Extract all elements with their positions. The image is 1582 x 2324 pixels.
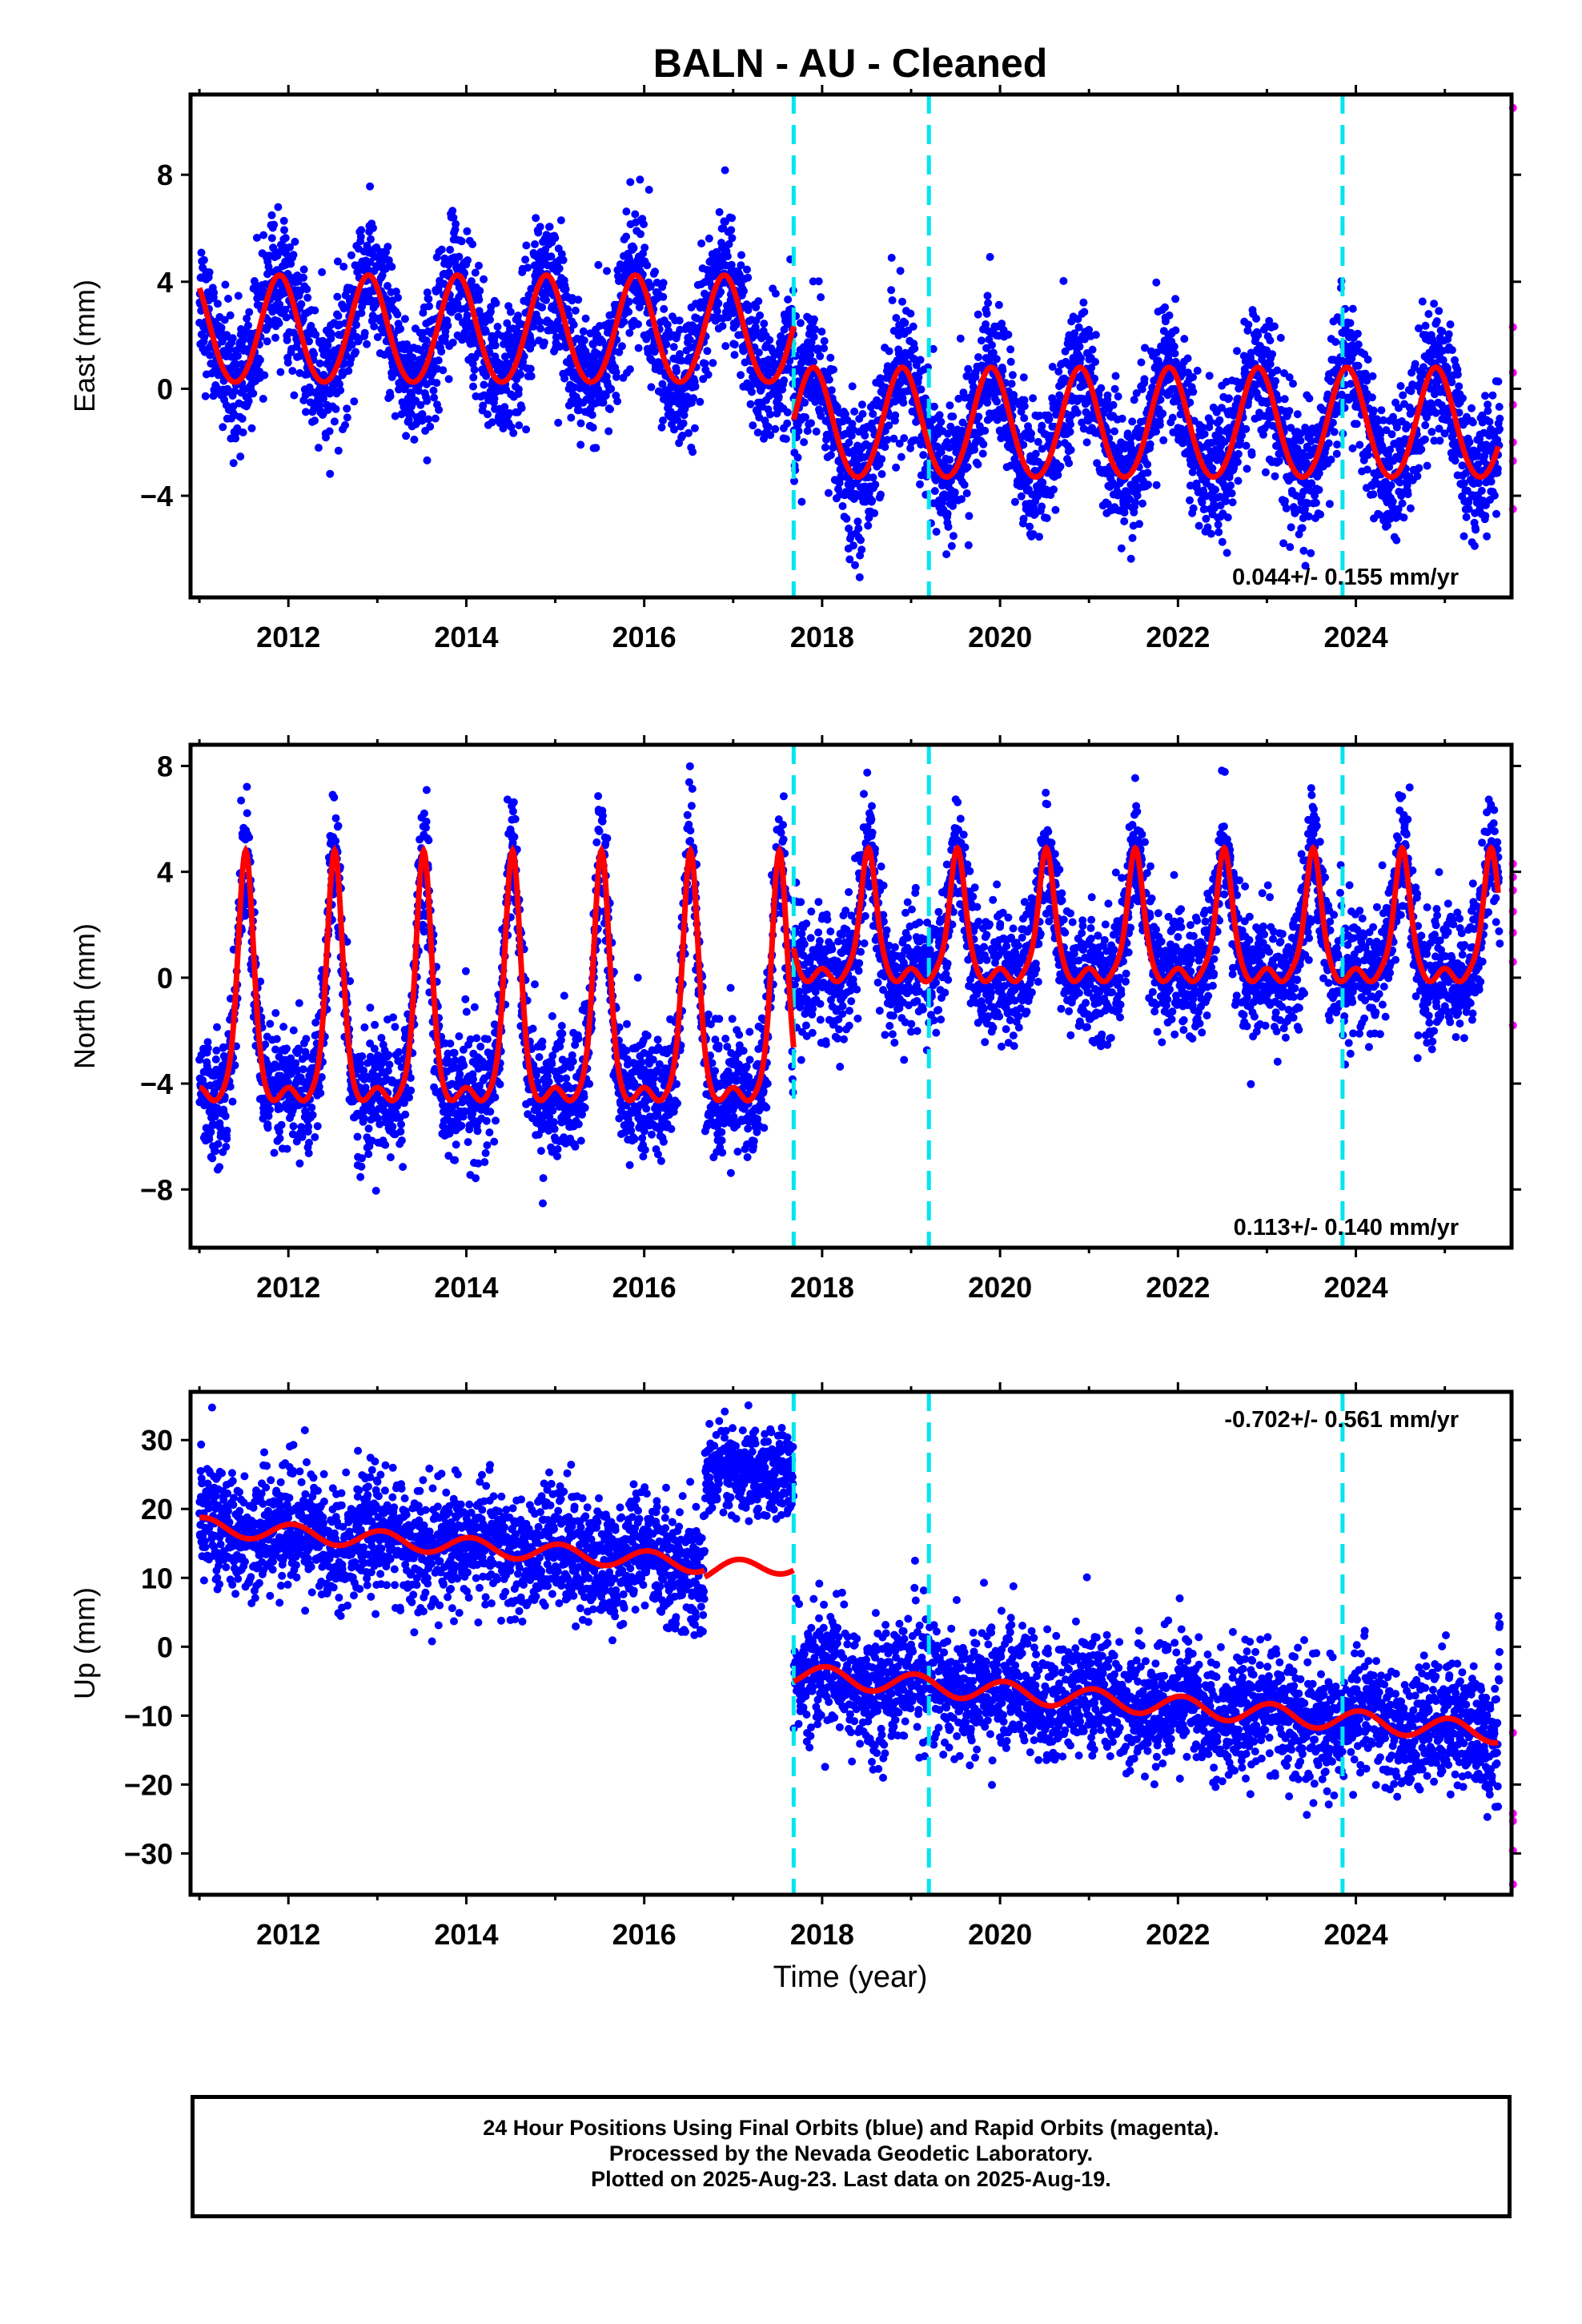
- x-tick-label: 2012: [256, 1918, 320, 1951]
- y-tick-label: 4: [157, 856, 173, 889]
- x-tick-label: 2014: [434, 1271, 498, 1304]
- figure-title: BALN - AU - Cleaned: [653, 41, 1048, 86]
- x-tick-label: 2024: [1324, 1918, 1388, 1951]
- final-orbit-point-cloud: [195, 762, 1504, 1208]
- final-orbit-points: [195, 166, 1504, 581]
- y-tick-label: −4: [140, 1068, 173, 1100]
- model-curve-segment-2: [790, 364, 1501, 480]
- rate-annotation: -0.702+/- 0.561 mm/yr: [1224, 1407, 1459, 1433]
- final-orbit-points: [195, 762, 1504, 1208]
- final-orbit-points: [195, 1401, 1504, 1821]
- x-tick-label: 2014: [434, 1918, 498, 1951]
- plot-frame: [188, 92, 1514, 600]
- x-tick-label: 2022: [1146, 1271, 1210, 1304]
- panel-3: 2012 2014 2016 2018 2020 2022 2024 −30 −20 −10 0 10…: [68, 1382, 1521, 1951]
- y-axis-label: East (mm): [68, 279, 101, 412]
- y-tick-label: −4: [140, 480, 173, 513]
- x-tick-label: 2016: [612, 1918, 677, 1951]
- x-tick-label: 2012: [256, 621, 320, 653]
- model-curve-segment-2: [790, 843, 1501, 985]
- x-tick-label: 2016: [612, 621, 677, 653]
- x-tick-label: 2020: [968, 621, 1032, 653]
- plot-frame: [188, 1389, 1514, 1897]
- panel-1: 2012 2014 2016 2018 2020 2022 2024 −4 0 4 8 East (m…: [68, 85, 1521, 653]
- x-tick-label: 2022: [1146, 1918, 1210, 1951]
- model-curve-segment-2: [703, 1556, 795, 1580]
- y-tick-label: 30: [141, 1424, 173, 1457]
- y-axis-label: Up (mm): [68, 1587, 101, 1699]
- footer-line-3: Plotted on 2025-Aug-23. Last data on 202…: [591, 2167, 1111, 2191]
- x-tick-label: 2018: [790, 621, 854, 653]
- model-curve-segment-1: [196, 271, 797, 385]
- x-tick-label: 2012: [256, 1271, 320, 1304]
- x-tick-label: 2022: [1146, 621, 1210, 653]
- x-tick-label: 2014: [434, 621, 498, 653]
- model-curve-segment-3: [792, 1663, 1499, 1746]
- plot-frame: [188, 742, 1514, 1250]
- y-tick-label: −30: [124, 1837, 173, 1870]
- x-axis-label: Time (year): [773, 1960, 928, 1994]
- y-tick-label: 20: [141, 1493, 173, 1526]
- final-orbit-point-cloud: [195, 1401, 1504, 1821]
- x-tick-label: 2016: [612, 1271, 677, 1304]
- y-tick-label: −20: [124, 1768, 173, 1801]
- y-axis-label: North (mm): [68, 923, 101, 1069]
- footer-box: 24 Hour Positions Using Final Orbits (bl…: [191, 2095, 1512, 2218]
- model-curve-segment-1: [199, 844, 797, 1104]
- x-tick-label: 2020: [968, 1271, 1032, 1304]
- panel-2: 2012 2014 2016 2018 2020 2022 2024 −8 −4 0 4 8 North…: [68, 735, 1521, 1304]
- y-tick-label: 8: [157, 159, 173, 191]
- y-tick-label: 4: [157, 266, 173, 299]
- x-tick-label: 2018: [790, 1271, 854, 1304]
- y-tick-label: 0: [157, 962, 173, 995]
- rate-annotation: 0.044+/- 0.155 mm/yr: [1232, 565, 1459, 590]
- footer-line-2: Processed by the Nevada Geodetic Laborat…: [608, 2141, 1094, 2165]
- y-tick-label: 8: [157, 750, 173, 782]
- y-tick-label: −8: [140, 1173, 173, 1206]
- x-tick-label: 2018: [790, 1918, 854, 1951]
- panels: 2012 2014 2016 2018 2020 2022 2024 −4 0 4 8 East (m…: [68, 85, 1521, 1951]
- footer-line-1: 24 Hour Positions Using Final Orbits (bl…: [483, 2116, 1219, 2140]
- y-tick-label: 0: [157, 372, 173, 405]
- y-tick-label: 10: [141, 1562, 173, 1594]
- x-tick-label: 2024: [1324, 1271, 1388, 1304]
- x-tick-label: 2020: [968, 1918, 1032, 1951]
- y-tick-label: −10: [124, 1699, 173, 1732]
- y-tick-label: 0: [157, 1630, 173, 1663]
- final-orbit-point-cloud: [195, 166, 1504, 581]
- model-curve-segment-1: [199, 1514, 706, 1575]
- x-tick-label: 2024: [1324, 621, 1388, 653]
- rate-annotation: 0.113+/- 0.140 mm/yr: [1234, 1215, 1459, 1240]
